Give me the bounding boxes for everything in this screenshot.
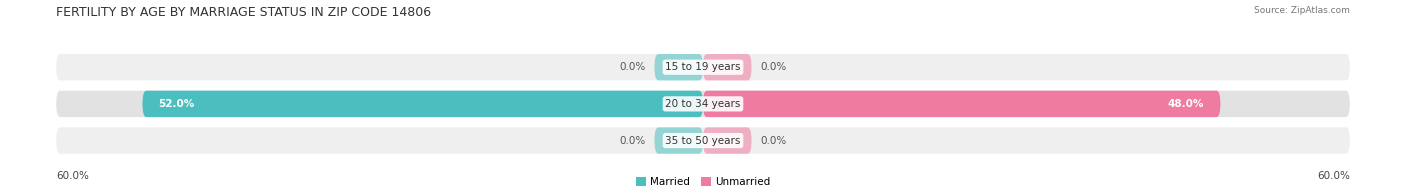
FancyBboxPatch shape — [56, 127, 1350, 154]
Text: 60.0%: 60.0% — [56, 171, 89, 181]
Text: 0.0%: 0.0% — [620, 62, 645, 72]
FancyBboxPatch shape — [703, 54, 752, 80]
FancyBboxPatch shape — [655, 127, 703, 154]
Text: 15 to 19 years: 15 to 19 years — [665, 62, 741, 72]
FancyBboxPatch shape — [655, 54, 703, 80]
FancyBboxPatch shape — [703, 127, 752, 154]
FancyBboxPatch shape — [142, 91, 703, 117]
Text: 60.0%: 60.0% — [1317, 171, 1350, 181]
FancyBboxPatch shape — [56, 91, 1350, 117]
FancyBboxPatch shape — [56, 54, 1350, 80]
Text: Source: ZipAtlas.com: Source: ZipAtlas.com — [1254, 6, 1350, 15]
Text: 0.0%: 0.0% — [761, 62, 786, 72]
Text: 0.0%: 0.0% — [620, 136, 645, 146]
Legend: Married, Unmarried: Married, Unmarried — [636, 177, 770, 187]
Text: 0.0%: 0.0% — [761, 136, 786, 146]
Text: 20 to 34 years: 20 to 34 years — [665, 99, 741, 109]
Text: FERTILITY BY AGE BY MARRIAGE STATUS IN ZIP CODE 14806: FERTILITY BY AGE BY MARRIAGE STATUS IN Z… — [56, 6, 432, 19]
Text: 52.0%: 52.0% — [159, 99, 195, 109]
FancyBboxPatch shape — [703, 91, 1220, 117]
Text: 35 to 50 years: 35 to 50 years — [665, 136, 741, 146]
Text: 48.0%: 48.0% — [1168, 99, 1205, 109]
